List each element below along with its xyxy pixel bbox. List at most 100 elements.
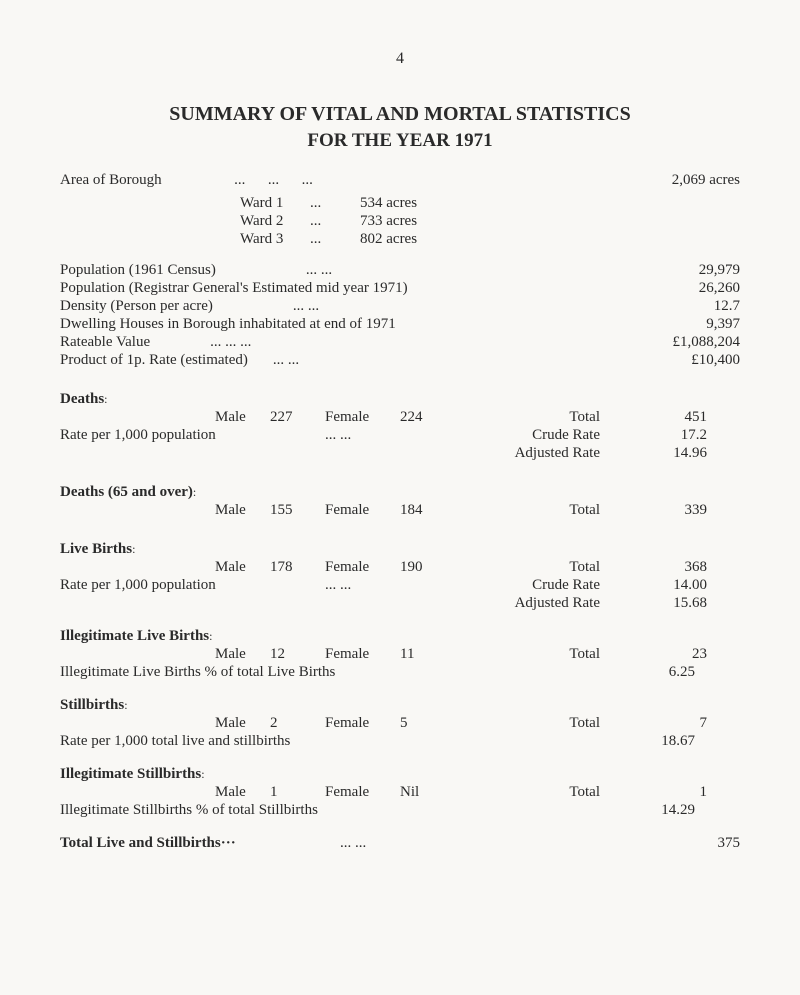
ward-label: Ward 1	[240, 195, 310, 212]
stat-row: Product of 1p. Rate (estimated) ... ... …	[60, 352, 740, 369]
illeg-live-row: Male 12 Female 11 Total 23	[60, 646, 740, 663]
adj-value: 14.96	[612, 445, 707, 462]
rate-value: 6.25	[600, 664, 695, 681]
male-label: Male	[215, 409, 270, 426]
stat-dots: ... ...	[248, 352, 299, 369]
female-label: Female	[325, 715, 400, 732]
live-adj-row: Adjusted Rate 15.68	[60, 595, 740, 612]
stat-label: Product of 1p. Rate (estimated)	[60, 352, 248, 369]
female-label: Female	[325, 784, 400, 801]
crude-label: Crude Rate	[445, 577, 612, 594]
female-value: 224	[400, 409, 445, 426]
total-label: Total	[445, 502, 612, 519]
stillbirths-rate-row: Rate per 1,000 total live and stillbirth…	[60, 733, 740, 750]
total-label: Total	[445, 646, 612, 663]
female-value: 5	[400, 715, 445, 732]
ward-label: Ward 3	[240, 231, 310, 248]
crude-value: 17.2	[612, 427, 707, 444]
rate-label: Rate per 1,000 population	[60, 577, 325, 594]
total-value: 23	[612, 646, 707, 663]
male-value: 155	[270, 502, 325, 519]
live-births-heading: Live Births	[60, 541, 740, 558]
male-label: Male	[215, 559, 270, 576]
total-label: Total Live and Stillbirths···	[60, 835, 340, 852]
rate-label: Illegitimate Live Births % of total Live…	[60, 664, 600, 681]
deaths65-row: Male 155 Female 184 Total 339	[60, 502, 740, 519]
area-of-borough-line: Area of Borough ... ... ... 2,069 acres	[60, 172, 740, 189]
title-line-1: SUMMARY OF VITAL AND MORTAL STATISTICS	[60, 103, 740, 126]
female-value: 11	[400, 646, 445, 663]
dots: ... ...	[325, 427, 445, 444]
male-label: Male	[215, 502, 270, 519]
total-value: 1	[612, 784, 707, 801]
stat-value: £10,400	[691, 352, 740, 369]
female-value: 190	[400, 559, 445, 576]
male-value: 1	[270, 784, 325, 801]
area-label: Area of Borough	[60, 172, 162, 189]
rate-value: 18.67	[600, 733, 695, 750]
deaths-heading: Deaths	[60, 391, 740, 408]
total-label: Total	[445, 715, 612, 732]
live-births-row: Male 178 Female 190 Total 368	[60, 559, 740, 576]
stat-label: Density (Person per acre)	[60, 298, 213, 315]
male-label: Male	[215, 784, 270, 801]
stat-row: Population (1961 Census) ... ... 29,979	[60, 262, 740, 279]
male-value: 227	[270, 409, 325, 426]
stillbirths-heading: Stillbirths	[60, 697, 740, 714]
dots: ... ... ...	[162, 172, 333, 189]
total-label: Total	[445, 559, 612, 576]
adj-label: Adjusted Rate	[445, 445, 612, 462]
female-label: Female	[325, 502, 400, 519]
rate-label: Rate per 1,000 total live and stillbirth…	[60, 733, 600, 750]
stat-value: 29,979	[699, 262, 740, 279]
illeg-live-rate-row: Illegitimate Live Births % of total Live…	[60, 664, 740, 681]
adj-label: Adjusted Rate	[445, 595, 612, 612]
female-label: Female	[325, 559, 400, 576]
deaths-row: Male 227 Female 224 Total 451	[60, 409, 740, 426]
illeg-still-heading: Illegitimate Stillbirths	[60, 766, 740, 783]
ward-block: Ward 1 ... 534 acres Ward 2 ... 733 acre…	[60, 195, 740, 248]
female-label: Female	[325, 409, 400, 426]
ward-value: 733 acres	[360, 213, 470, 230]
deaths65-heading: Deaths (65 and over)	[60, 484, 740, 501]
dots: ... ...	[340, 835, 460, 852]
stat-value: 9,397	[706, 316, 740, 333]
area-value: 2,069 acres	[672, 172, 740, 189]
ward-dots: ...	[310, 213, 360, 230]
live-rate-row: Rate per 1,000 population ... ... Crude …	[60, 577, 740, 594]
adj-value: 15.68	[612, 595, 707, 612]
dots: ... ...	[325, 577, 445, 594]
male-label: Male	[215, 646, 270, 663]
stat-label: Population (Registrar General's Estimate…	[60, 280, 408, 297]
deaths-rate-row: Rate per 1,000 population ... ... Crude …	[60, 427, 740, 444]
stat-dots: ... ...	[213, 298, 319, 315]
title-line-2: FOR THE YEAR 1971	[60, 130, 740, 152]
page-number: 4	[60, 50, 740, 68]
ward-line: Ward 2 ... 733 acres	[240, 213, 740, 230]
stat-dots: ... ... ...	[150, 334, 251, 351]
total-value: 375	[645, 835, 740, 852]
total-value: 451	[612, 409, 707, 426]
total-line: Total Live and Stillbirths··· ... ... 37…	[60, 835, 740, 852]
male-value: 178	[270, 559, 325, 576]
female-value: 184	[400, 502, 445, 519]
stat-value: 12.7	[714, 298, 740, 315]
stillbirths-row: Male 2 Female 5 Total 7	[60, 715, 740, 732]
ward-label: Ward 2	[240, 213, 310, 230]
crude-label: Crude Rate	[445, 427, 612, 444]
rate-label: Illegitimate Stillbirths % of total Stil…	[60, 802, 600, 819]
ward-line: Ward 1 ... 534 acres	[240, 195, 740, 212]
stat-label: Population (1961 Census)	[60, 262, 216, 279]
rate-value: 14.29	[600, 802, 695, 819]
deaths-adj-row: Adjusted Rate 14.96	[60, 445, 740, 462]
total-label: Total	[445, 409, 612, 426]
female-value: Nil	[400, 784, 445, 801]
stat-label: Rateable Value	[60, 334, 150, 351]
stat-row: Dwelling Houses in Borough inhabitated a…	[60, 316, 740, 333]
stat-value: £1,088,204	[673, 334, 741, 351]
ward-line: Ward 3 ... 802 acres	[240, 231, 740, 248]
female-label: Female	[325, 646, 400, 663]
illeg-still-rate-row: Illegitimate Stillbirths % of total Stil…	[60, 802, 740, 819]
ward-value: 534 acres	[360, 195, 470, 212]
total-value: 339	[612, 502, 707, 519]
